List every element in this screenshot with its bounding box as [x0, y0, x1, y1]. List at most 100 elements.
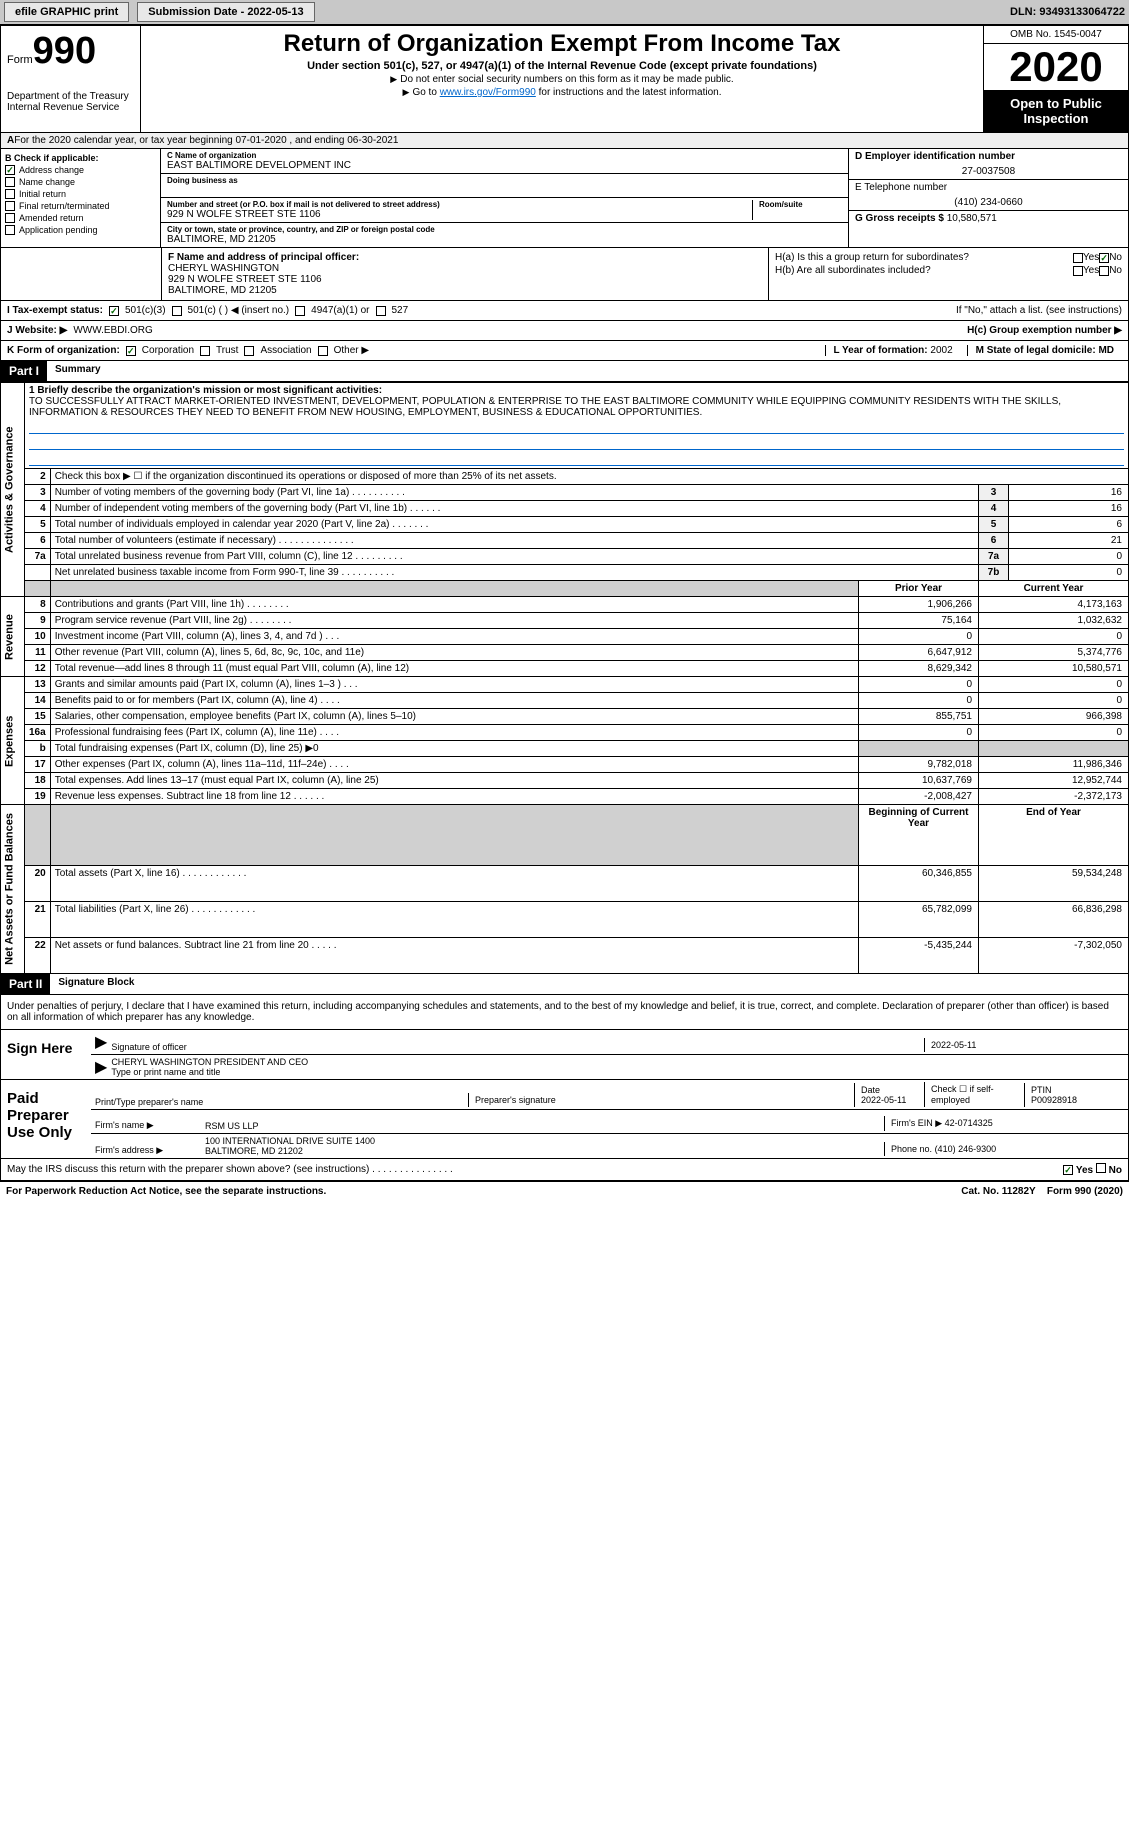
f-spacer: [1, 248, 161, 300]
a-line-text: For the 2020 calendar year, or tax year …: [14, 135, 398, 146]
sign-here-row: Sign Here ▶Signature of officer2022-05-1…: [1, 1029, 1128, 1079]
sig-arrow-icon: ▶: [95, 1032, 107, 1052]
ha-yes-checkbox[interactable]: [1073, 253, 1083, 263]
city-value: BALTIMORE, MD 21205: [167, 234, 842, 245]
hb-note: If "No," attach a list. (see instruction…: [956, 305, 1122, 316]
527-label: 527: [392, 305, 409, 316]
final-return-checkbox[interactable]: [5, 201, 15, 211]
hb-yes-label: Yes: [1083, 265, 1099, 276]
eoy-hdr: End of Year: [979, 805, 1129, 866]
firm-name-label: Firm's name ▶: [95, 1120, 205, 1131]
ptin-value: P00928918: [1031, 1095, 1077, 1105]
527-checkbox[interactable]: [376, 306, 386, 316]
line7a-desc: Total unrelated business revenue from Pa…: [50, 549, 978, 565]
4947-label: 4947(a)(1) or: [311, 305, 369, 316]
section-deg: D Employer identification number27-00375…: [848, 149, 1128, 247]
city-label: City or town, state or province, country…: [167, 225, 842, 234]
sig-arrow-icon: ▶: [95, 1057, 107, 1077]
section-i: I Tax-exempt status: 501(c)(3) 501(c) ( …: [0, 301, 1129, 321]
section-h: H(a) Is this a group return for subordin…: [768, 248, 1128, 300]
501c3-checkbox[interactable]: [109, 306, 119, 316]
room-label: Room/suite: [759, 200, 842, 209]
j-label: J Website: ▶: [7, 325, 67, 336]
amended-checkbox[interactable]: [5, 213, 15, 223]
line6-desc: Total number of volunteers (estimate if …: [50, 533, 978, 549]
app-pending-checkbox[interactable]: [5, 225, 15, 235]
k-label: K Form of organization:: [7, 345, 120, 356]
page-footer: For Paperwork Reduction Act Notice, see …: [0, 1181, 1129, 1201]
rev-desc: Contributions and grants (Part VIII, lin…: [50, 597, 858, 613]
corp-checkbox[interactable]: [126, 346, 136, 356]
pdate-label: Date: [861, 1085, 880, 1095]
goto-note: Go to www.irs.gov/Form990 for instructio…: [145, 87, 979, 98]
section-b: B Check if applicable: Address change Na…: [1, 149, 161, 247]
discuss-no-checkbox[interactable]: [1096, 1163, 1106, 1173]
signature-block: Under penalties of perjury, I declare th…: [0, 995, 1129, 1159]
initial-return-label: Initial return: [19, 189, 66, 199]
firm-addr2: BALTIMORE, MD 21202: [205, 1146, 303, 1156]
firm-phone-label: Phone no.: [891, 1144, 932, 1154]
name-change-checkbox[interactable]: [5, 177, 15, 187]
line7b-desc: Net unrelated business taxable income fr…: [50, 565, 978, 581]
sig-officer-label: Signature of officer: [111, 1042, 924, 1052]
firm-ein-label: Firm's EIN ▶: [891, 1118, 942, 1128]
line6-val: 21: [1009, 533, 1129, 549]
501c3-label: 501(c)(3): [125, 305, 166, 316]
name-change-label: Name change: [19, 177, 75, 187]
section-j: J Website: ▶ WWW.EBDI.ORG H(c) Group exe…: [0, 321, 1129, 341]
initial-return-checkbox[interactable]: [5, 189, 15, 199]
net-tab: Net Assets or Fund Balances: [1, 805, 25, 974]
hc-label: H(c) Group exemption number ▶: [967, 325, 1122, 336]
hb-no-checkbox[interactable]: [1099, 266, 1109, 276]
c-name-label: C Name of organization: [167, 151, 842, 160]
summary-table: Activities & Governance 1 Briefly descri…: [0, 382, 1129, 974]
line3-desc: Number of voting members of the governin…: [50, 485, 978, 501]
sign-here-label: Sign Here: [1, 1030, 91, 1079]
rev-curr: 4,173,163: [979, 597, 1129, 613]
line5-desc: Total number of individuals employed in …: [50, 517, 978, 533]
mission-cell: 1 Briefly describe the organization's mi…: [25, 383, 1129, 469]
mission-underline: [29, 452, 1124, 466]
trust-checkbox[interactable]: [200, 346, 210, 356]
form-header: Form990 Department of the Treasury Inter…: [0, 25, 1129, 133]
hb-label: H(b) Are all subordinates included?: [775, 265, 1073, 276]
open-to-public: Open to Public Inspection: [984, 90, 1128, 132]
ha-no-checkbox[interactable]: [1099, 253, 1109, 263]
other-checkbox[interactable]: [318, 346, 328, 356]
form-footer: Form 990 (2020): [1047, 1186, 1123, 1197]
rev-tab: Revenue: [1, 597, 25, 677]
addr-label: Number and street (or P.O. box if mail i…: [167, 200, 752, 209]
assoc-checkbox[interactable]: [244, 346, 254, 356]
curr-year-hdr: Current Year: [979, 581, 1129, 597]
501c-checkbox[interactable]: [172, 306, 182, 316]
addr-change-checkbox[interactable]: [5, 165, 15, 175]
section-bcdefg: B Check if applicable: Address change Na…: [0, 149, 1129, 248]
discuss-yes-checkbox[interactable]: [1063, 1165, 1073, 1175]
ha-no-label: No: [1109, 252, 1122, 263]
cat-no: Cat. No. 11282Y: [961, 1186, 1035, 1197]
rev-prior: 1,906,266: [859, 597, 979, 613]
mission-underline: [29, 436, 1124, 450]
section-fh: F Name and address of principal officer:…: [0, 248, 1129, 301]
app-pending-label: Application pending: [19, 225, 98, 235]
header-left: Form990 Department of the Treasury Inter…: [1, 26, 141, 132]
4947-checkbox[interactable]: [295, 306, 305, 316]
exp-tab: Expenses: [1, 677, 25, 805]
paid-preparer-label: Paid Preparer Use Only: [1, 1080, 91, 1158]
bcy-hdr: Beginning of Current Year: [859, 805, 979, 866]
officer-name-title: CHERYL WASHINGTON PRESIDENT AND CEO: [111, 1057, 308, 1067]
header-right: OMB No. 1545-0047 2020 Open to Public In…: [983, 26, 1128, 132]
section-c: C Name of organizationEAST BALTIMORE DEV…: [161, 149, 848, 247]
line7a-val: 0: [1009, 549, 1129, 565]
irs-link[interactable]: www.irs.gov/Form990: [440, 87, 536, 98]
submission-date-button[interactable]: Submission Date - 2022-05-13: [137, 2, 314, 22]
pdate-value: 2022-05-11: [861, 1095, 906, 1105]
ha-label: H(a) Is this a group return for subordin…: [775, 252, 1073, 263]
trust-label: Trust: [216, 345, 238, 356]
d-label: D Employer identification number: [855, 151, 1015, 162]
hb-yes-checkbox[interactable]: [1073, 266, 1083, 276]
ha-yes-label: Yes: [1083, 252, 1099, 263]
g-label: G Gross receipts $: [855, 213, 944, 224]
efile-print-button[interactable]: efile GRAPHIC print: [4, 2, 129, 22]
line4-desc: Number of independent voting members of …: [50, 501, 978, 517]
